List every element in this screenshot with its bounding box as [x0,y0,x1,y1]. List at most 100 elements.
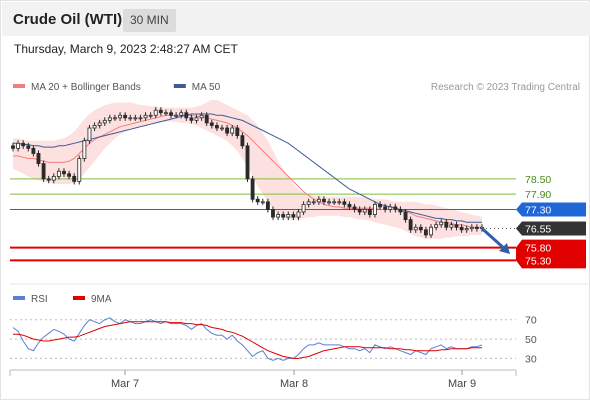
candle-body [373,203,377,215]
candle-body [184,112,189,119]
rsi-legend-swatch-2 [73,296,85,300]
rsi-tick-30: 30 [525,353,537,365]
candle-body [51,175,56,181]
candle-body [240,135,245,147]
candle-body [281,214,286,218]
candle-body [153,109,158,116]
candle-body [46,178,51,181]
candle-body [199,114,204,119]
candle-body [327,201,331,204]
candle-body [357,209,362,213]
candle-body [469,226,474,229]
candle-body [464,228,469,231]
last-price-tag [516,221,586,236]
legend-label-1: MA 20 + Bollinger Bands [31,82,141,93]
candle-body [169,112,173,116]
resistance-label-1: 78.50 [525,174,551,186]
candle-body [107,117,112,121]
rsi-legend-swatch-1 [13,296,25,300]
projection-arrowhead [499,243,510,254]
chart-header: Crude Oil (WTI) 30 MIN [2,2,590,36]
chart-datetime: Thursday, March 9, 2023 2:48:27 AM CET [14,42,238,56]
candle-body [148,114,153,117]
candle-body [403,211,408,221]
candle-body [276,214,281,218]
interval-badge[interactable]: 30 MIN [123,9,176,32]
candle-body [26,145,31,149]
candle-body [77,158,82,182]
candle-body [311,201,316,204]
candle-body [286,214,291,218]
candle-body [123,114,128,119]
candle-body [214,125,219,129]
support-label-5: 75.80 [525,243,551,255]
rsi-legend-label-1: RSI [31,294,48,305]
candle-body [423,229,428,236]
candle-body [113,117,117,120]
rsi-tick-50: 50 [525,334,537,346]
candle-body [454,224,459,228]
candle-body [322,198,326,203]
candle-body [393,206,398,210]
candle-body [255,198,260,203]
candle-body [31,147,36,154]
candle-body [296,211,301,218]
legend-swatch-1 [13,84,25,88]
candle-body [388,206,393,210]
candle-body [97,122,102,126]
candle-body [439,221,444,226]
candle-body [413,226,418,231]
candle-body [87,127,92,142]
candle-body [260,201,265,204]
candle-body [143,114,148,119]
resistance-label-2: 77.90 [525,189,551,201]
x-tick-label-3: Mar 9 [448,378,476,390]
copyright-text: Research © 2023 Trading Central [431,82,580,93]
candle-body [418,226,423,231]
candle-body [220,127,224,130]
candle-body [62,170,66,175]
candle-body [245,145,250,180]
candle-body [194,117,199,121]
candle-body [36,153,41,165]
candle-body [158,109,163,114]
candle-body [133,117,138,120]
x-tick-label-1: Mar 7 [111,378,139,390]
candle-body [342,201,347,205]
candle-body [306,201,311,205]
candle-body [230,127,235,134]
candle-body [204,114,209,124]
rsi-ma-line [13,321,482,359]
projection-arrow [481,227,507,252]
bollinger-band [13,100,482,239]
candle-body [16,142,21,149]
candle-body [174,114,179,117]
candle-body [316,198,321,203]
candle-body [337,201,342,204]
candle-body [367,209,372,215]
candle-body [56,170,61,177]
candle-body [265,201,270,210]
candle-body [271,209,275,218]
candle-body [92,125,97,129]
candle-body [291,214,296,218]
candle-body [332,201,337,204]
legend-swatch-2 [173,84,186,88]
candle-body [347,203,352,208]
candle-body [362,209,367,213]
support-label-6: 75.30 [525,255,551,267]
candle-body [179,112,184,116]
candle-body [11,145,15,149]
legend-label-2: MA 50 [192,82,221,93]
rsi-line [12,317,483,361]
candle-body [138,117,143,120]
candle-body [444,221,449,228]
candle-body [408,219,413,231]
candle-body [102,119,107,124]
candle-body [21,142,26,147]
candle-body [118,114,122,119]
candle-body [189,117,194,121]
candle-body [164,112,168,115]
